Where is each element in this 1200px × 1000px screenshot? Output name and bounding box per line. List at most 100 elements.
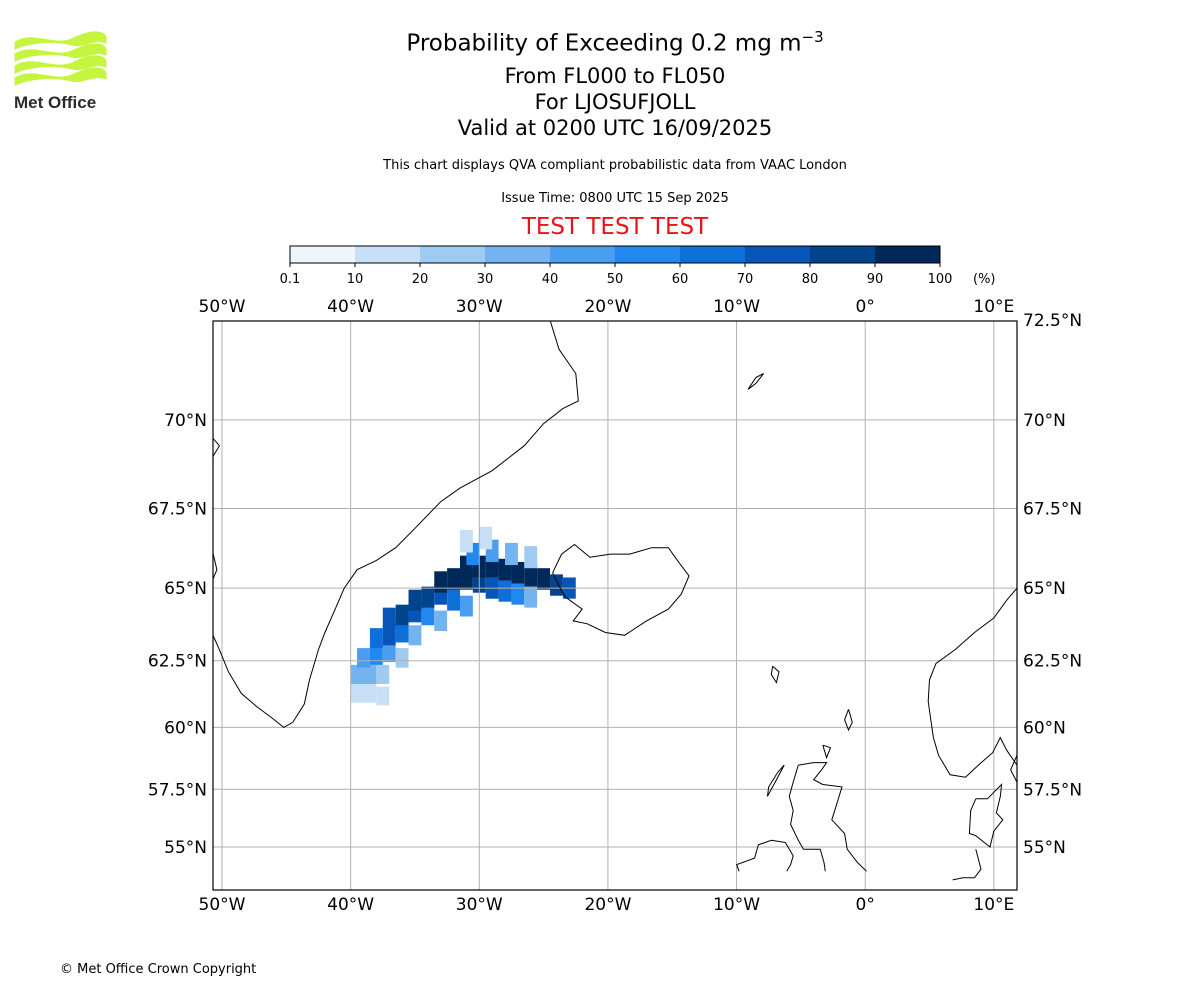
lat-label-left: 67.5°N	[148, 499, 207, 519]
colorbar-unit: (%)	[973, 272, 996, 287]
ash-probability-cell	[363, 664, 377, 684]
ash-probability-cell	[524, 586, 538, 608]
colorbar: 0.1 10 20 30 40 50 60 70 80 90 100 (%)	[280, 245, 996, 287]
coastline-shetland	[844, 709, 853, 732]
test-banner: TEST TEST TEST	[521, 214, 709, 240]
coastline-iceland	[552, 543, 690, 636]
title-text: Probability of Exceeding 0.2 mg m	[406, 30, 802, 57]
lon-label-bottom: 30°W	[456, 895, 503, 915]
coastline-ireland	[735, 839, 786, 872]
ash-probability-cell	[511, 583, 525, 605]
colorbar-swatch	[290, 246, 356, 263]
map-background	[213, 321, 1017, 890]
logo-text: Met Office	[14, 93, 96, 112]
ash-probability-cell	[395, 648, 409, 668]
lat-label-right: 65°N	[1023, 579, 1066, 599]
colorbar-tick-label: 80	[802, 272, 819, 287]
lon-label-top: 0°	[856, 297, 875, 317]
coastline-scotland	[798, 762, 867, 872]
colorbar-swatch	[485, 246, 551, 263]
coastline-greenland	[213, 321, 579, 729]
colorbar-swatch	[615, 246, 681, 263]
colorbar-tick-label: 40	[542, 272, 559, 287]
lat-label-left: 55°N	[164, 838, 207, 858]
ash-probability-cell	[421, 586, 435, 608]
coastline-germany	[952, 849, 982, 881]
colorbar-tick-label: 100	[928, 272, 953, 287]
ash-probability-cell	[459, 529, 473, 553]
coastline-orkney	[822, 744, 832, 760]
ash-probability-cell	[447, 568, 460, 590]
wave-icon	[14, 31, 107, 86]
lat-label-left: 65°N	[164, 579, 207, 599]
lat-label-left: 62.5°N	[148, 652, 207, 672]
lat-label-right: 62.5°N	[1023, 652, 1082, 672]
coastline-northern_ireland	[784, 842, 794, 872]
ash-probability-cell	[421, 604, 435, 626]
colorbar-swatch	[550, 246, 616, 263]
lon-label-top: 30°W	[456, 297, 503, 317]
colorbar-tick-label: 90	[867, 272, 884, 287]
ash-probability-cell	[357, 648, 370, 668]
ash-probability-cell	[408, 625, 422, 646]
colorbar-swatch	[745, 246, 811, 263]
coastline-sweden	[1010, 755, 1017, 783]
wave-stripe	[14, 43, 107, 62]
ash-probability-cell	[395, 622, 409, 643]
lon-label-bottom: 10°E	[973, 895, 1014, 915]
ash-probability-cell	[363, 683, 377, 703]
map-frame	[212, 320, 1018, 891]
ash-probability-cell	[350, 664, 364, 684]
wave-stripe	[14, 31, 107, 50]
ash-probability-cell	[524, 565, 538, 587]
coastline-hebrides	[766, 764, 785, 797]
colorbar-tick-label: 10	[347, 272, 364, 287]
coastline-faroe	[770, 665, 780, 684]
ash-probability-cell	[395, 604, 409, 626]
colorbar-tick-label: 70	[737, 272, 754, 287]
lon-label-top: 10°W	[713, 297, 760, 317]
ash-probability-cell	[434, 610, 448, 632]
lon-label-bottom: 50°W	[199, 895, 246, 915]
lat-label-right: 57.5°N	[1023, 780, 1082, 800]
colorbar-tick-label: 50	[607, 272, 624, 287]
ash-probability-cell	[376, 686, 390, 706]
lon-label-bottom: 0°	[856, 895, 875, 915]
title-exponent: −3	[801, 28, 824, 46]
lon-label-top: 40°W	[327, 297, 374, 317]
coastline-greenland_nw	[213, 438, 221, 457]
met-office-logo: Met Office	[14, 31, 107, 112]
lat-label-right: 72.5°N	[1023, 311, 1082, 331]
ash-probability-cell	[447, 589, 460, 611]
ash-probability-cell	[369, 645, 383, 665]
ash-probability-cell	[479, 526, 493, 550]
lon-label-top: 20°W	[584, 297, 631, 317]
lat-label-right: 70°N	[1023, 411, 1066, 431]
colorbar-swatch	[355, 246, 421, 263]
coastline-scotland_w	[788, 764, 826, 872]
colorbar-swatch	[810, 246, 876, 263]
copyright-notice: © Met Office Crown Copyright	[60, 962, 257, 977]
lat-label-right: 60°N	[1023, 718, 1066, 738]
colorbar-tick-label: 60	[672, 272, 689, 287]
ash-probability-cell	[434, 571, 448, 593]
coastline-jan_mayen	[747, 373, 764, 390]
ash-probability-cell	[537, 568, 551, 590]
chart-title: Probability of Exceeding 0.2 mg m−3	[0, 28, 1200, 57]
ash-probability-cell	[382, 642, 396, 663]
map: 50°W 50°W 40°W 40°W 30°W 30°W 20°W 20°W 10°W 10°W…	[148, 297, 1082, 915]
lat-label-left: 60°N	[164, 718, 207, 738]
lat-label-left: 70°N	[164, 411, 207, 431]
ash-probability-cell	[350, 683, 364, 703]
ash-probability-cell	[369, 628, 383, 649]
lon-label-bottom: 20°W	[584, 895, 631, 915]
qva-notice: This chart displays QVA compliant probab…	[383, 158, 847, 173]
ash-probability-cell	[459, 595, 473, 617]
ash-probability-cell	[505, 542, 518, 566]
lat-label-right: 55°N	[1023, 838, 1066, 858]
coastline-norway	[927, 587, 1017, 778]
ash-probability-cell	[382, 607, 396, 629]
lon-label-top: 50°W	[199, 297, 246, 317]
lon-label-top: 10°E	[973, 297, 1014, 317]
ash-probability-cell	[408, 589, 422, 611]
